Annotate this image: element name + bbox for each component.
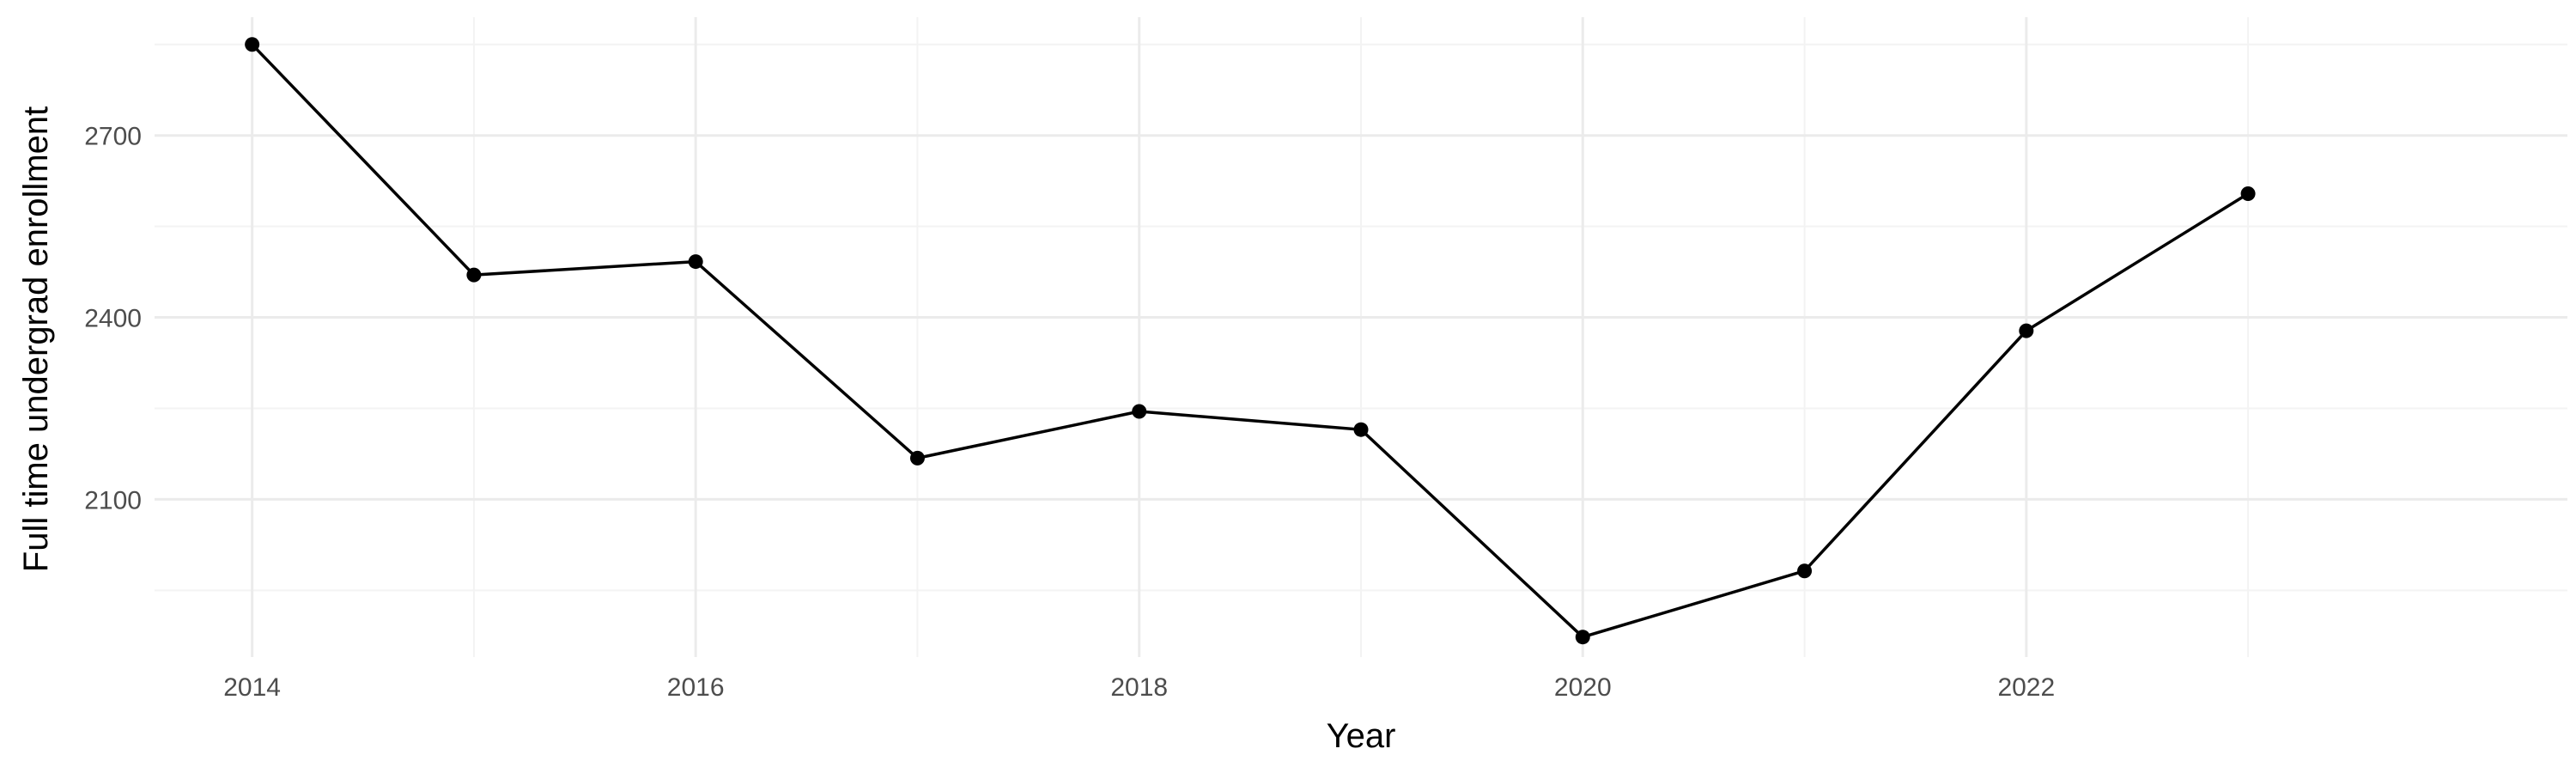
x-axis-title: Year (1327, 717, 1396, 755)
data-point (909, 450, 925, 466)
y-tick-label: 2400 (84, 305, 142, 333)
data-point (2240, 186, 2256, 201)
y-tick-label: 2100 (84, 486, 142, 514)
grid (155, 17, 2567, 657)
points-layer (245, 37, 2256, 645)
series-layer (251, 43, 2250, 639)
y-tick-label: 2700 (84, 123, 142, 151)
x-tick-label: 2020 (1554, 673, 1612, 702)
series-line (251, 43, 2250, 639)
tick-labels: 2014 2016 2018 2020 2022 2100 2400 2700 (84, 123, 2055, 702)
x-tick-label: 2014 (223, 673, 281, 702)
x-tick-label: 2022 (1997, 673, 2055, 702)
data-point (688, 254, 703, 270)
data-point (466, 267, 482, 283)
data-point (245, 37, 260, 52)
data-point (1575, 630, 1590, 645)
data-point (2019, 323, 2034, 338)
y-axis-title: Full time undergrad enrollment (17, 107, 55, 572)
data-point (1797, 563, 1813, 579)
x-tick-label: 2018 (1110, 673, 1168, 702)
data-point (1132, 404, 1147, 419)
data-point (1353, 422, 1369, 437)
x-tick-label: 2016 (667, 673, 725, 702)
